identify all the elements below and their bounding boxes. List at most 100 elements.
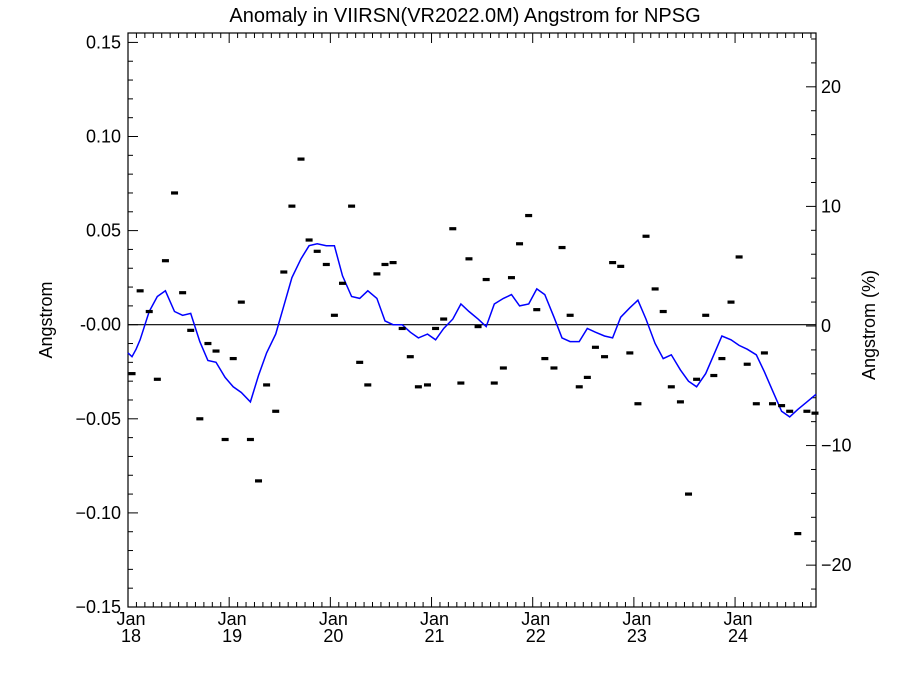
y-tick-label-left: −0.10 — [75, 503, 121, 523]
y-tick-label-left: 0.05 — [86, 221, 121, 241]
monthly-marker — [348, 204, 356, 208]
chart-title: Anomaly in VIIRSN(VR2022.0M) Angstrom fo… — [229, 5, 700, 27]
running-mean-layer — [127, 243, 817, 418]
y-tick-label-left: 0.10 — [86, 127, 121, 147]
monthly-marker — [525, 213, 533, 218]
monthly-marker — [642, 234, 650, 238]
monthly-marker — [727, 300, 735, 304]
monthly-marker — [179, 291, 187, 295]
monthly-marker — [280, 270, 288, 274]
monthly-marker — [364, 383, 372, 387]
y-tick-label-left: 0.15 — [86, 32, 121, 52]
monthly-marker — [423, 383, 431, 387]
monthly-marker — [601, 355, 609, 359]
monthly-marker — [255, 479, 263, 483]
x-tick-label-month: Jan — [622, 609, 651, 629]
monthly-marker — [161, 259, 169, 263]
x-tick-label-month: Jan — [521, 609, 550, 629]
y-tick-label-left: −0.05 — [75, 409, 121, 429]
monthly-marker — [583, 375, 591, 379]
monthly-marker — [128, 372, 136, 376]
monthly-marker — [373, 272, 381, 276]
monthly-marker — [204, 341, 212, 346]
monthly-marker — [811, 411, 819, 415]
y-tick-label-right: −10 — [821, 436, 852, 456]
monthly-marker — [330, 313, 338, 317]
monthly-marker — [440, 317, 448, 321]
monthly-marker — [406, 355, 414, 359]
monthly-marker — [237, 300, 245, 304]
monthly-marker — [617, 264, 625, 268]
monthly-marker — [465, 257, 473, 261]
monthly-marker — [398, 326, 406, 331]
monthly-marker — [778, 404, 786, 408]
y-tick-label-left: -0.00 — [80, 315, 121, 335]
monthly-marker — [145, 309, 153, 314]
monthly-marker — [718, 356, 726, 361]
monthly-marker — [626, 351, 634, 355]
y-tick-label-right: −20 — [821, 555, 852, 575]
monthly-marker — [381, 262, 389, 267]
plot-frame — [127, 32, 817, 608]
axis-ticks — [127, 33, 816, 608]
x-tick-label-month: Jan — [319, 609, 348, 629]
monthly-marker — [221, 437, 229, 442]
monthly-marker — [313, 249, 321, 253]
y-tick-label-left: −0.15 — [75, 597, 121, 617]
monthly-marker — [457, 381, 465, 385]
monthly-marker — [288, 204, 296, 208]
monthly-marker — [263, 383, 271, 387]
monthly-marker — [760, 351, 768, 355]
tick-labels: 0.15 0.10 0.05 -0.00 −0.05 −0.10 −0.15 20 10 0 −10… — [75, 32, 851, 646]
monthly-marker — [187, 328, 195, 332]
monthly-marker — [171, 191, 179, 195]
y-tick-label-right: 0 — [821, 316, 831, 336]
monthly-marker — [566, 313, 574, 317]
monthly-marker — [794, 532, 802, 536]
monthly-marker — [389, 261, 397, 265]
monthly-marker — [541, 356, 549, 361]
monthly-marker — [803, 409, 811, 413]
x-tick-label-year: 22 — [526, 626, 546, 646]
monthly-marker — [743, 362, 751, 366]
monthly-marker — [768, 402, 776, 406]
monthly-marker — [196, 417, 204, 421]
monthly-marker — [609, 261, 617, 265]
x-tick-label-month: Jan — [420, 609, 449, 629]
monthly-marker — [693, 377, 701, 381]
monthly-marker — [651, 287, 659, 291]
x-tick-label-year: 23 — [627, 626, 647, 646]
x-tick-label-year: 21 — [425, 626, 445, 646]
monthly-markers-layer — [128, 157, 819, 536]
monthly-marker — [499, 366, 507, 370]
x-tick-label-year: 19 — [222, 626, 242, 646]
monthly-marker — [710, 373, 718, 378]
monthly-marker — [533, 308, 541, 312]
monthly-marker — [702, 313, 710, 317]
monthly-marker — [136, 289, 144, 293]
monthly-marker — [297, 157, 305, 161]
monthly-marker — [212, 349, 220, 353]
monthly-marker — [735, 255, 743, 259]
monthly-marker — [490, 381, 498, 385]
monthly-marker — [676, 400, 684, 404]
y-tick-label-right: 10 — [821, 196, 841, 216]
monthly-marker — [667, 385, 675, 389]
y-axis-label-right: Angstrom (%) — [859, 270, 879, 380]
y-axis-label-left: Angstrom — [36, 281, 56, 358]
x-tick-label-year: 18 — [121, 626, 141, 646]
monthly-marker — [659, 309, 667, 314]
monthly-marker — [305, 238, 313, 242]
monthly-marker — [229, 356, 237, 361]
monthly-marker — [272, 409, 280, 413]
monthly-marker — [786, 409, 794, 413]
monthly-marker — [516, 242, 524, 246]
monthly-marker — [558, 245, 566, 250]
monthly-marker — [246, 437, 254, 442]
x-tick-label-year: 24 — [728, 626, 748, 646]
monthly-marker — [591, 345, 599, 349]
monthly-marker — [322, 262, 330, 267]
monthly-marker — [153, 377, 161, 381]
x-tick-label-month: Jan — [116, 609, 145, 629]
monthly-marker — [482, 277, 490, 282]
